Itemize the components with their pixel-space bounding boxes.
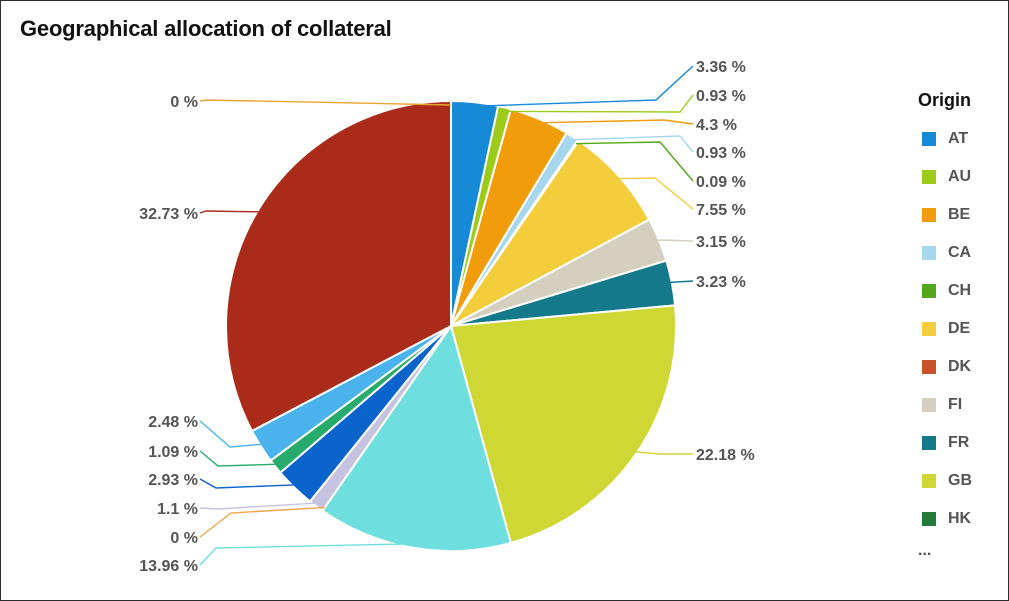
slice-data-label: 0.93 % <box>696 88 746 105</box>
legend-item[interactable]: HK <box>918 500 972 538</box>
leader-line <box>474 65 694 107</box>
legend-swatch <box>922 322 936 336</box>
slice-data-label: 7.55 % <box>696 202 746 219</box>
legend-item[interactable]: CH <box>918 272 972 310</box>
legend-item[interactable]: FI <box>918 386 972 424</box>
legend-label: DE <box>948 320 971 337</box>
slice-data-label: 3.36 % <box>696 59 746 76</box>
leader-line <box>615 177 694 210</box>
slice-data-label: 0 % <box>170 530 198 547</box>
legend-swatch <box>922 398 936 412</box>
leader-line <box>503 94 694 113</box>
leader-line <box>199 543 414 566</box>
slice-data-label: 1.1 % <box>157 501 198 518</box>
legend-swatch <box>922 474 936 488</box>
leader-line <box>199 478 298 489</box>
legend: Origin AT AU BE CA CH DE DK FI FR GB HK ... <box>918 90 972 560</box>
legend-label: DK <box>948 358 972 375</box>
legend-swatch <box>922 436 936 450</box>
pie-slice[interactable] <box>449 304 677 545</box>
legend-item[interactable]: GB <box>918 462 972 500</box>
legend-item[interactable]: FR <box>918 424 972 462</box>
leader-line <box>199 420 265 448</box>
leader-line <box>199 210 262 214</box>
legend-item[interactable]: DK <box>918 348 972 386</box>
slice-data-label: 22.18 % <box>696 447 755 464</box>
slice-data-label: 3.15 % <box>696 234 746 251</box>
leader-line <box>575 141 694 182</box>
slice-data-label: 2.93 % <box>148 472 198 489</box>
slice-data-label: 4.3 % <box>696 117 737 134</box>
legend-label: AU <box>948 168 972 185</box>
leader-line <box>659 280 694 285</box>
legend-label: CA <box>948 244 972 261</box>
legend-item[interactable]: AT <box>918 120 972 158</box>
leader-line <box>199 502 319 510</box>
legend-swatch <box>922 284 936 298</box>
slice-data-label: 3.23 % <box>696 274 746 291</box>
legend-label: BE <box>948 206 971 223</box>
pie-slice[interactable] <box>450 139 651 327</box>
pie-slices <box>225 99 677 553</box>
legend-swatch <box>922 246 936 260</box>
leader-line <box>199 450 279 467</box>
legend-label: GB <box>948 472 972 489</box>
pie-slice[interactable] <box>225 99 452 433</box>
leader-line <box>537 119 694 125</box>
legend-item[interactable]: AU <box>918 158 972 196</box>
slice-labels: 3.36 % 0.93 % 4.3 % 0.93 % 0.09 % 7.55 % 3.15 … <box>139 59 754 575</box>
pie-slice[interactable] <box>321 323 513 553</box>
slice-data-label: 2.48 % <box>148 414 198 431</box>
leader-line <box>632 451 693 455</box>
legend-item[interactable]: BE <box>918 196 972 234</box>
legend-more[interactable]: ... <box>918 542 932 559</box>
slice-data-label: 0.93 % <box>696 145 746 162</box>
legend-label: HK <box>948 510 972 527</box>
leader-line <box>199 99 452 106</box>
legend-swatch <box>922 132 936 146</box>
slice-data-label: 13.96 % <box>139 558 198 575</box>
legend-item[interactable]: DE <box>918 310 972 348</box>
legend-swatch <box>922 170 936 184</box>
legend-swatch <box>922 208 936 222</box>
legend-label: AT <box>948 130 969 147</box>
legend-item[interactable]: CA <box>918 234 972 272</box>
leader-line <box>654 239 694 242</box>
slice-data-label: 0 % <box>170 94 198 111</box>
legend-title: Origin <box>918 90 971 110</box>
legend-swatch <box>922 512 936 526</box>
slice-data-label: 1.09 % <box>148 444 198 461</box>
slice-data-label: 0.09 % <box>696 174 746 191</box>
legend-label: FI <box>948 396 963 413</box>
leader-line <box>199 506 325 538</box>
leader-lines <box>199 65 694 566</box>
legend-items: AT AU BE CA CH DE DK FI FR GB HK <box>918 120 972 538</box>
slice-data-label: 32.73 % <box>139 206 198 223</box>
legend-swatch <box>922 360 936 374</box>
legend-label: FR <box>948 434 970 451</box>
leader-line <box>570 135 694 153</box>
chart-title: Geographical allocation of collateral <box>20 16 392 41</box>
legend-label: CH <box>948 282 972 299</box>
